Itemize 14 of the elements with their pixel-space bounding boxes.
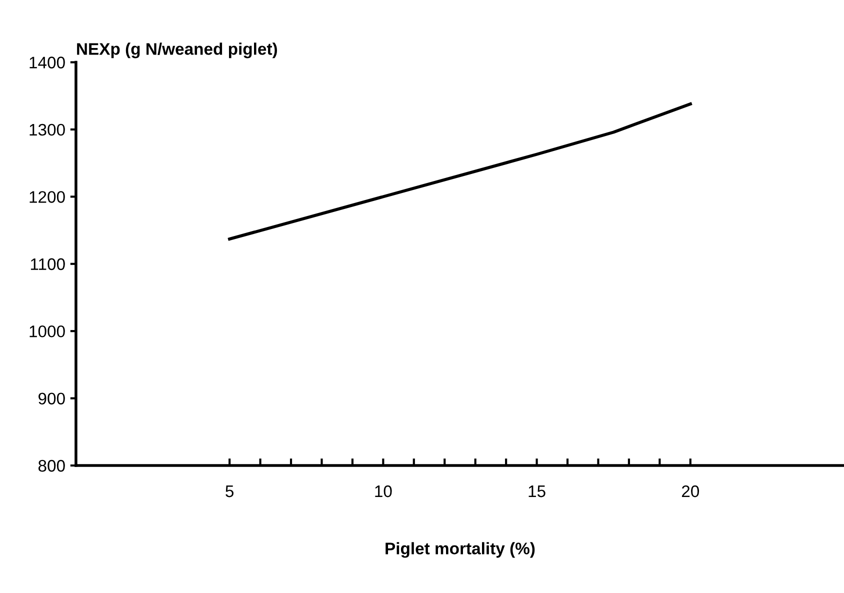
x-tick-label: 5	[226, 486, 234, 498]
y-tick-label: 1100	[30, 258, 65, 270]
y-tick-label: 1400	[30, 56, 65, 68]
y-tick-label: 1300	[30, 124, 65, 136]
x-tick-label: 10	[375, 485, 392, 498]
x-axis-title: Piglet mortality (%)	[386, 542, 535, 558]
x-tick-label: 20	[682, 485, 700, 498]
y-tick-label: 1000	[30, 325, 65, 338]
line-series	[228, 102, 692, 241]
y-tick-label: 800	[38, 460, 65, 472]
y-axis-title: NEXp (g N/weaned piglet)	[77, 42, 277, 58]
x-tick-label: 15	[528, 486, 546, 498]
y-tick-label: 1200	[30, 191, 65, 203]
y-tick-label: 900	[38, 392, 65, 404]
